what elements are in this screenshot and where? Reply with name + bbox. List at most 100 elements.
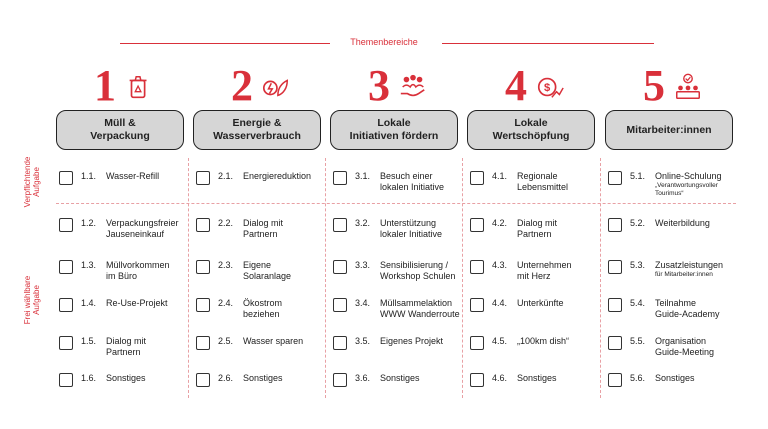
task-checkbox[interactable] <box>470 260 484 274</box>
task-label-text: Zusatzleistungen <box>655 260 724 270</box>
task-number: 4.1. <box>492 171 508 181</box>
task-checkbox[interactable] <box>470 373 484 387</box>
task-label: Regionale Lebensmittel <box>517 171 597 193</box>
task-number: 5.6. <box>630 373 646 383</box>
task-item[interactable]: 4.2. Dialog mit Partnern <box>470 217 595 247</box>
task-checkbox[interactable] <box>196 336 210 350</box>
task-checkbox[interactable] <box>470 298 484 312</box>
task-item[interactable]: 2.3. Eigene Solaranlage <box>196 259 321 289</box>
task-item[interactable]: 1.2. Verpackungsfreier Jauseneinkauf <box>59 217 184 247</box>
task-label: Sonstiges <box>106 373 186 384</box>
task-label-text: Wasser-Refill <box>106 171 160 181</box>
task-checkbox[interactable] <box>333 171 347 185</box>
task-number: 3.2. <box>355 218 371 228</box>
task-item[interactable]: 5.5. Organisation Guide-Meeting <box>608 335 733 365</box>
task-checkbox[interactable] <box>59 373 73 387</box>
category-number: 3 <box>368 61 390 110</box>
task-checkbox[interactable] <box>608 260 622 274</box>
task-item[interactable]: 3.1. Besuch einer lokalen Initiative <box>333 170 458 200</box>
task-label-text: Unterkünfte <box>517 298 564 308</box>
dollar-growth-icon <box>537 77 564 99</box>
task-checkbox[interactable] <box>333 260 347 274</box>
task-checkbox[interactable] <box>196 373 210 387</box>
task-item[interactable]: 1.5. Dialog mit Partnern <box>59 335 184 365</box>
task-label: Eigene Solaranlage <box>243 260 323 282</box>
task-checkbox[interactable] <box>196 260 210 274</box>
task-label-text: Ökostrom beziehen <box>243 298 283 319</box>
task-item[interactable]: 1.1. Wasser-Refill <box>59 170 184 200</box>
task-label-text: Re-Use-Projekt <box>106 298 168 308</box>
task-checkbox[interactable] <box>196 171 210 185</box>
task-item[interactable]: 4.4. Unterkünfte <box>470 297 595 327</box>
task-checkbox[interactable] <box>59 260 73 274</box>
task-checkbox[interactable] <box>333 218 347 232</box>
task-number: 5.2. <box>630 218 646 228</box>
task-item[interactable]: 2.5. Wasser sparen <box>196 335 321 365</box>
task-item[interactable]: 1.4. Re-Use-Projekt <box>59 297 184 327</box>
task-checkbox[interactable] <box>196 298 210 312</box>
task-item[interactable]: 2.1. Energiereduktion <box>196 170 321 200</box>
task-checkbox[interactable] <box>59 171 73 185</box>
task-label: Wasser sparen <box>243 336 323 347</box>
task-label-text: Sensibilisierung / Workshop Schulen <box>380 260 456 281</box>
task-item[interactable]: 5.3. Zusatzleistungen für Mitarbeiter:inne… <box>608 259 733 289</box>
task-label-text: Dialog mit Partnern <box>243 218 284 239</box>
task-checkbox[interactable] <box>470 218 484 232</box>
task-item[interactable]: 4.5. „100km dish“ <box>470 335 595 365</box>
task-label: Sonstiges <box>517 373 597 384</box>
task-item[interactable]: 2.2. Dialog mit Partnern <box>196 217 321 247</box>
task-label-text: Organisation Guide-Meeting <box>655 336 715 357</box>
task-label: Dialog mit Partnern <box>243 218 323 240</box>
task-item[interactable]: 3.2. Unterstützung lokaler Initiative <box>333 217 458 247</box>
task-number: 1.3. <box>81 260 97 270</box>
task-number: 3.3. <box>355 260 371 270</box>
task-label-text: Sonstiges <box>243 373 283 383</box>
task-label-text: Unterstützung lokaler Initiative <box>380 218 443 239</box>
task-item[interactable]: 5.2. Weiterbildung <box>608 217 733 247</box>
task-label: Online-Schulung „Verantwortungsvoller Tou… <box>655 171 735 198</box>
task-checkbox[interactable] <box>608 171 622 185</box>
task-item[interactable]: 3.6. Sonstiges <box>333 372 458 402</box>
task-number: 5.3. <box>630 260 646 270</box>
task-label-text: Sonstiges <box>106 373 146 383</box>
task-checkbox[interactable] <box>608 373 622 387</box>
task-checkbox[interactable] <box>333 298 347 312</box>
task-item[interactable]: 4.6. Sonstiges <box>470 372 595 402</box>
task-checkbox[interactable] <box>608 218 622 232</box>
task-checkbox[interactable] <box>333 336 347 350</box>
task-item[interactable]: 3.5. Eigenes Projekt <box>333 335 458 365</box>
task-checkbox[interactable] <box>608 336 622 350</box>
side-label-optional: Frei wählbare Aufgabe <box>23 275 41 325</box>
task-item[interactable]: 5.4. Teilnahme Guide-Academy <box>608 297 733 327</box>
task-label: Sensibilisierung / Workshop Schulen <box>380 260 460 282</box>
task-label: Besuch einer lokalen Initiative <box>380 171 460 193</box>
task-item[interactable]: 2.4. Ökostrom beziehen <box>196 297 321 327</box>
task-number: 1.1. <box>81 171 97 181</box>
task-number: 2.1. <box>218 171 234 181</box>
task-number: 3.5. <box>355 336 371 346</box>
task-item[interactable]: 5.6. Sonstiges <box>608 372 733 402</box>
task-checkbox[interactable] <box>333 373 347 387</box>
community-hand-icon <box>399 73 426 97</box>
task-item[interactable]: 2.6. Sonstiges <box>196 372 321 402</box>
task-checkbox[interactable] <box>470 336 484 350</box>
task-number: 2.6. <box>218 373 234 383</box>
task-item[interactable]: 3.4. Müllsammelaktion WWW Wanderroute <box>333 297 460 327</box>
task-checkbox[interactable] <box>196 218 210 232</box>
task-checkbox[interactable] <box>59 298 73 312</box>
task-number: 2.5. <box>218 336 234 346</box>
task-item[interactable]: 5.1. Online-Schulung „Verantwortungsvoller… <box>608 170 733 200</box>
task-checkbox[interactable] <box>59 336 73 350</box>
task-checkbox[interactable] <box>59 218 73 232</box>
category-header: 4 Lokale Wertschöpfung <box>467 64 595 150</box>
task-item[interactable]: 1.6. Sonstiges <box>59 372 184 402</box>
task-item[interactable]: 4.3. Unternehmen mit Herz <box>470 259 595 289</box>
task-checkbox[interactable] <box>470 171 484 185</box>
category-header: 3 Lokale Initiativen fördern <box>330 64 458 150</box>
task-number: 2.2. <box>218 218 234 228</box>
section-divider <box>56 203 736 204</box>
task-item[interactable]: 4.1. Regionale Lebensmittel <box>470 170 595 200</box>
task-item[interactable]: 3.3. Sensibilisierung / Workshop Schulen <box>333 259 458 289</box>
task-checkbox[interactable] <box>608 298 622 312</box>
task-item[interactable]: 1.3. Müllvorkommen im Büro <box>59 259 184 289</box>
